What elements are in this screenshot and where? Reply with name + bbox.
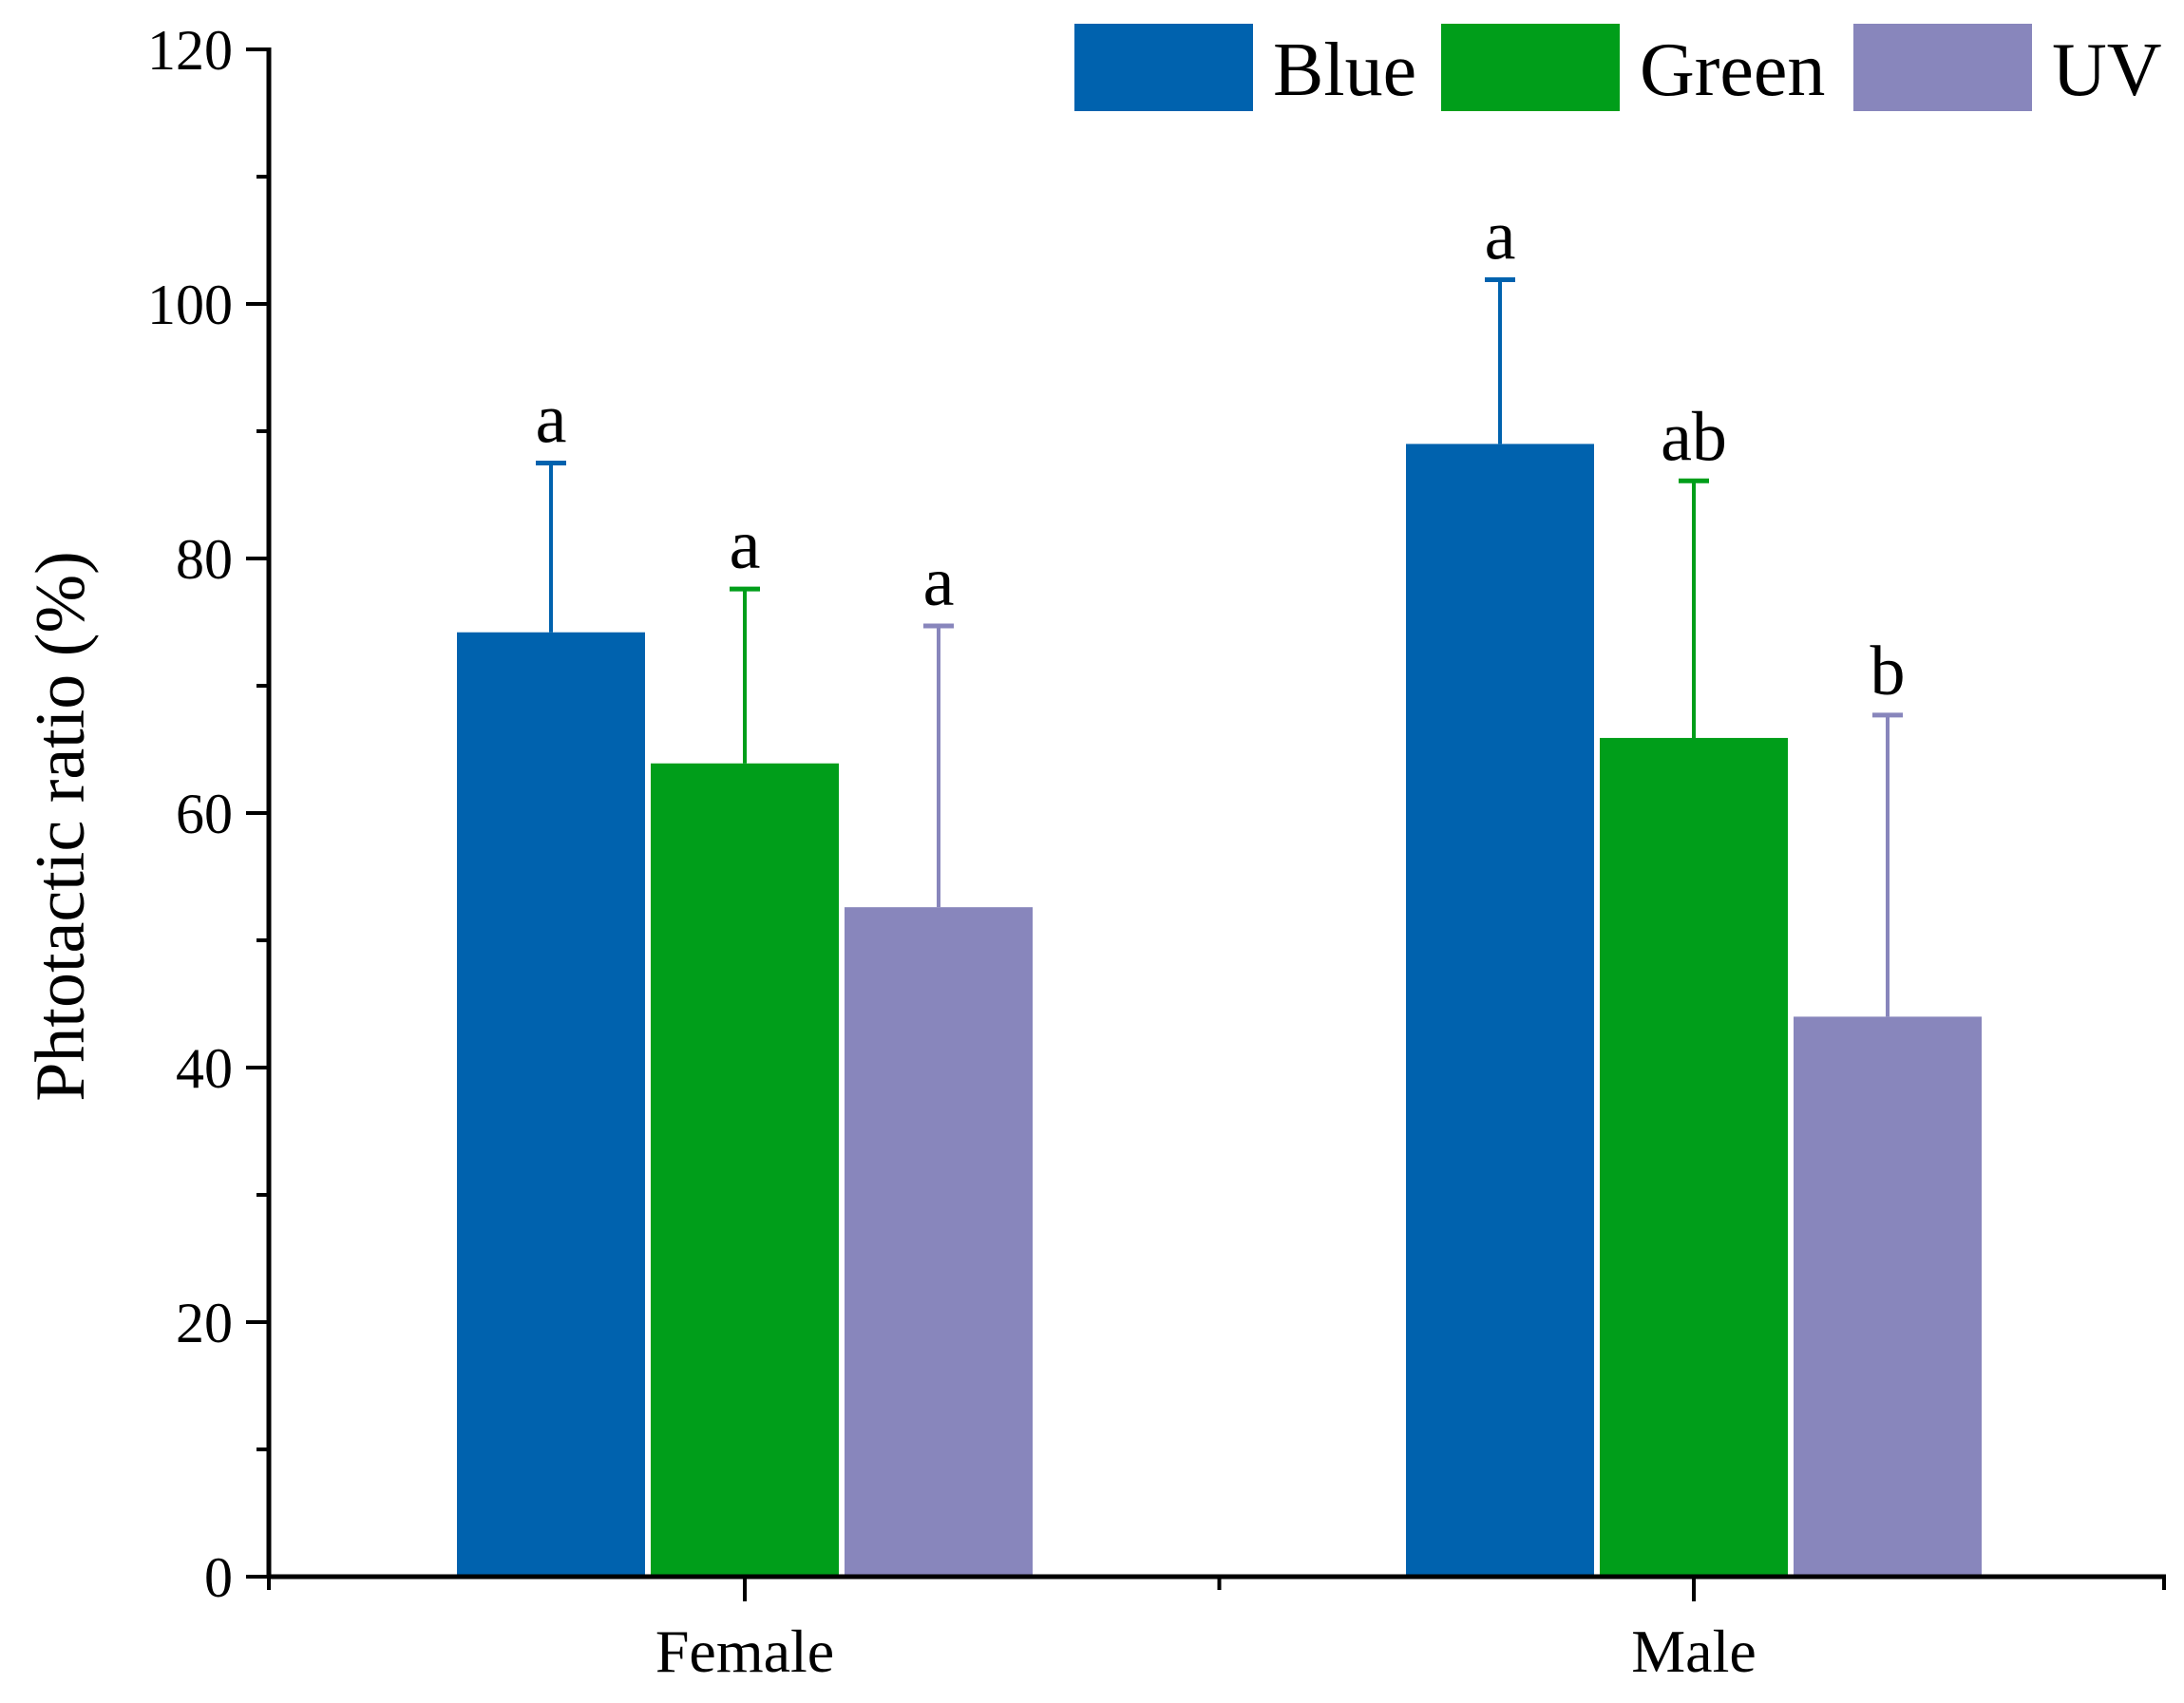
bar-male-uv: [1794, 1016, 1982, 1577]
legend: Blue Green UV: [1074, 24, 2162, 112]
y-tick-label-80: 80: [176, 528, 233, 591]
sig-label-female-uv: a: [923, 543, 955, 621]
y-axis-title: Phtotactic ratio (%): [22, 551, 100, 1101]
legend-label-uv: UV: [2052, 28, 2162, 112]
y-tick-label-0: 0: [204, 1546, 233, 1609]
y-tick-label-20: 20: [176, 1292, 233, 1354]
legend-label-green: Green: [1640, 28, 1825, 112]
legend-swatch-blue: [1074, 24, 1253, 111]
bar-male-blue: [1406, 444, 1594, 1577]
error-bars-layer: [536, 277, 1903, 1017]
legend-swatch-uv: [1853, 24, 2032, 111]
sig-label-male-uv: b: [1871, 633, 1906, 710]
sig-label-female-blue: a: [536, 381, 567, 459]
axes-layer: 0 20 40 60 80 100 120 Female Male: [147, 19, 2166, 1685]
sig-label-male-green: ab: [1661, 398, 1727, 476]
sig-label-male-blue: a: [1485, 198, 1516, 275]
significance-labels-layer: a a a a ab b: [536, 198, 1906, 710]
sig-label-female-green: a: [730, 506, 761, 584]
bar-female-green: [651, 763, 839, 1577]
x-tick-label-female: Female: [655, 1618, 834, 1685]
legend-swatch-green: [1441, 24, 1620, 111]
bar-male-green: [1600, 737, 1788, 1577]
legend-label-blue: Blue: [1273, 28, 1416, 112]
bar-female-blue: [457, 632, 645, 1577]
x-tick-label-male: Male: [1631, 1618, 1757, 1685]
bar-female-uv: [845, 907, 1033, 1577]
y-tick-label-60: 60: [176, 783, 233, 845]
bars-layer: [457, 444, 1982, 1577]
y-tick-label-120: 120: [147, 19, 233, 82]
y-tick-label-100: 100: [147, 274, 233, 336]
y-tick-label-40: 40: [176, 1037, 233, 1100]
